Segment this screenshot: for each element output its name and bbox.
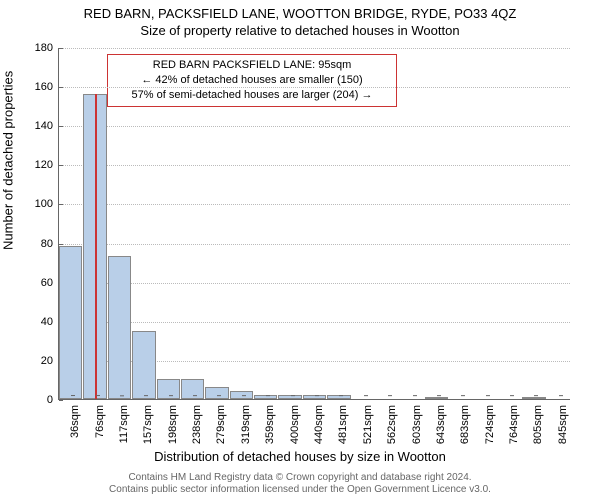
x-tick: 76sqm: [94, 399, 106, 438]
gridline: [59, 87, 570, 88]
x-tick: 319sqm: [240, 399, 252, 444]
y-tick: 40: [41, 316, 59, 328]
x-tick: 157sqm: [142, 399, 154, 444]
highlight-marker: [95, 94, 97, 399]
x-tick: 117sqm: [118, 399, 130, 443]
legend-line-2: ← 42% of detached houses are smaller (15…: [114, 73, 390, 88]
x-tick: 562sqm: [386, 399, 398, 444]
legend-box: RED BARN PACKSFIELD LANE: 95sqm ← 42% of…: [107, 54, 397, 107]
chart-title: RED BARN, PACKSFIELD LANE, WOOTTON BRIDG…: [0, 0, 600, 21]
x-tick: 238sqm: [191, 399, 203, 444]
gridline: [59, 48, 570, 49]
y-tick: 0: [47, 394, 59, 406]
x-tick: 440sqm: [313, 399, 325, 444]
gridline: [59, 244, 570, 245]
y-tick: 160: [35, 81, 59, 93]
bar: [181, 379, 204, 399]
footnote: Contains HM Land Registry data © Crown c…: [30, 472, 570, 496]
x-tick: 198sqm: [167, 399, 179, 444]
gridline: [59, 204, 570, 205]
x-tick: 481sqm: [337, 399, 349, 444]
y-axis-label: Number of detached properties: [1, 71, 16, 250]
bar: [205, 387, 228, 399]
gridline: [59, 283, 570, 284]
x-tick: 521sqm: [362, 399, 374, 444]
x-tick: 279sqm: [215, 399, 227, 444]
x-tick: 683sqm: [459, 399, 471, 444]
x-axis-label: Distribution of detached houses by size …: [154, 449, 446, 464]
x-tick: 845sqm: [557, 399, 569, 444]
plot-area: RED BARN PACKSFIELD LANE: 95sqm ← 42% of…: [58, 48, 570, 400]
bar: [157, 379, 180, 399]
gridline: [59, 322, 570, 323]
x-tick: 643sqm: [435, 399, 447, 444]
y-tick: 120: [35, 159, 59, 171]
x-tick: 805sqm: [532, 399, 544, 444]
footnote-line-1: Contains HM Land Registry data © Crown c…: [30, 472, 570, 484]
gridline: [59, 165, 570, 166]
y-tick: 140: [35, 120, 59, 132]
x-tick: 724sqm: [484, 399, 496, 444]
y-tick: 60: [41, 277, 59, 289]
bar: [108, 256, 131, 399]
chart-subtitle: Size of property relative to detached ho…: [0, 21, 600, 38]
gridline: [59, 126, 570, 127]
legend-line-1: RED BARN PACKSFIELD LANE: 95sqm: [114, 58, 390, 73]
histogram-chart: RED BARN, PACKSFIELD LANE, WOOTTON BRIDG…: [0, 0, 600, 500]
y-tick: 100: [35, 198, 59, 210]
x-tick: 603sqm: [411, 399, 423, 444]
x-tick: 36sqm: [69, 399, 81, 438]
bar: [132, 331, 155, 399]
y-tick: 20: [41, 355, 59, 367]
x-tick: 400sqm: [289, 399, 301, 444]
legend-line-3: 57% of semi-detached houses are larger (…: [114, 88, 390, 103]
x-tick: 359sqm: [264, 399, 276, 444]
y-tick: 180: [35, 42, 59, 54]
x-tick: 764sqm: [508, 399, 520, 444]
bar: [59, 246, 82, 399]
footnote-line-2: Contains public sector information licen…: [30, 484, 570, 496]
y-tick: 80: [41, 238, 59, 250]
